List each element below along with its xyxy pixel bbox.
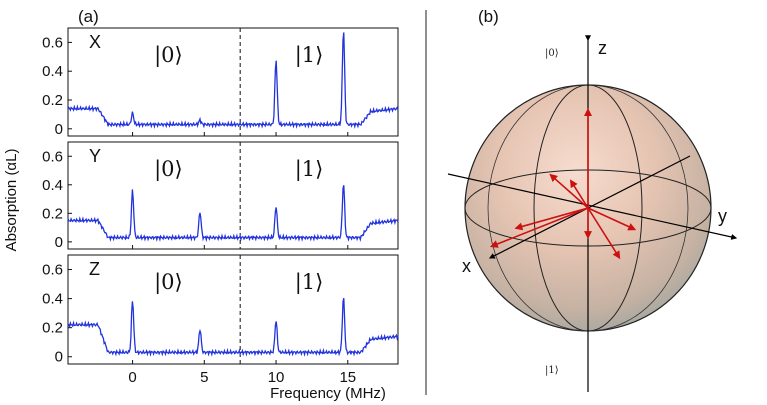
state-vector (569, 179, 589, 209)
y-tick-label: 0 (55, 349, 63, 366)
y-tick-label: 0.6 (42, 148, 63, 165)
state-vectors (489, 107, 637, 260)
spectrum-trace (67, 185, 399, 243)
state-vector (514, 207, 589, 231)
ket-zero-label: |0⟩ (154, 43, 183, 68)
ket-zero-pole: |0⟩ (545, 48, 559, 59)
y-tick-label: 0 (55, 234, 63, 251)
subplot-label: Z (89, 259, 100, 279)
x-tick-label: 0 (128, 369, 136, 386)
x-tick-label: 15 (339, 369, 356, 386)
ket-zero-label: |0⟩ (154, 157, 183, 182)
plot-frame (67, 141, 399, 250)
ket-one-pole: |1⟩ (545, 365, 559, 376)
y-tick-label: 0.6 (42, 262, 63, 279)
plot-frame (67, 254, 399, 365)
panel-a-label: (a) (78, 7, 99, 26)
state-vector (549, 173, 589, 209)
state-vector (587, 207, 637, 231)
ket-one-label: |1⟩ (295, 270, 324, 295)
subplot-y: 0 0.2 0.4 0.6 Y |0⟩ |1⟩ (42, 141, 399, 251)
x-axis-letter: x (462, 256, 471, 276)
ket-zero-label: |0⟩ (154, 270, 183, 295)
x-tick-label: 10 (268, 369, 285, 386)
y-axis-label: Absorption (αL) (3, 149, 20, 252)
y-tick-label: 0.4 (42, 291, 63, 308)
state-vector (587, 207, 621, 260)
subplot-label: Y (89, 146, 101, 166)
x-axis-label: Frequency (MHz) (270, 385, 386, 402)
state-vector (489, 207, 589, 248)
bloch-sphere: z y x |0⟩ |1⟩ (447, 35, 738, 392)
subplot-label: X (89, 32, 101, 52)
ket-one-label: |1⟩ (295, 43, 324, 68)
y-tick-label: 0.2 (42, 92, 63, 109)
spectrum-trace (67, 32, 399, 130)
panel-b-label: (b) (478, 7, 499, 26)
subplot-x: 0 0.2 0.4 0.6 X |0⟩ |1⟩ (42, 27, 399, 138)
y-tick-label: 0.6 (42, 34, 63, 51)
y-tick-label: 0.2 (42, 205, 63, 222)
ket-one-label: |1⟩ (295, 157, 324, 182)
x-tick-label: 5 (200, 369, 208, 386)
x-axis-line (488, 155, 691, 259)
plot-frame (67, 27, 399, 137)
spectra-subplots: 0 0.2 0.4 0.6 X |0⟩ |1⟩ 0 0.2 0.4 0.6 Y |0⟩ |1⟩ 0 0.2 0.… (42, 27, 399, 386)
y-tick-label: 0.4 (42, 63, 63, 80)
y-tick-label: 0.4 (42, 177, 63, 194)
z-axis-label: z (598, 38, 607, 58)
spectrum-trace (67, 297, 399, 357)
subplot-z: 0 0.2 0.4 0.6 0 5 10 15 Z |0⟩ |1⟩ (42, 254, 399, 386)
y-tick-label: 0 (55, 121, 63, 138)
y-axis-letter: y (718, 206, 727, 226)
y-tick-label: 0.2 (42, 320, 63, 337)
